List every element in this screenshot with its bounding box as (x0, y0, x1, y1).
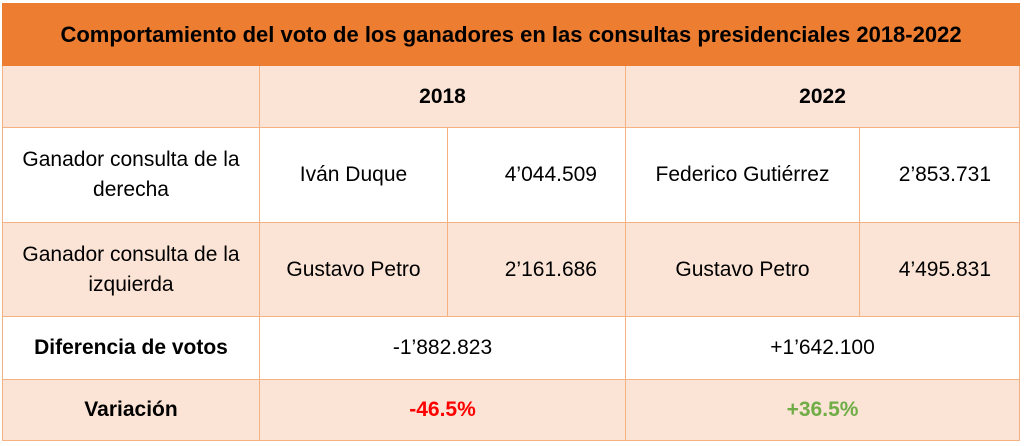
table-title: Comportamiento del voto de los ganadores… (1, 3, 1021, 66)
empty-header-cell (2, 65, 260, 128)
row-label: Diferencia de votos (2, 316, 260, 380)
vote-comparison-table: Comportamiento del voto de los ganadores… (1, 3, 1021, 441)
year-header-2022: 2022 (624, 65, 1021, 128)
vote-count: 2’853.731 (858, 127, 1021, 223)
vote-count: 2’161.686 (447, 222, 626, 317)
candidate-name: Federico Gutiérrez (625, 127, 860, 223)
difference-row: Diferencia de votos -1’882.823 +1’642.10… (2, 316, 1021, 380)
row-label: Ganador consulta de la izquierda (2, 222, 260, 317)
table-row: Ganador consulta de la izquierda Gustavo… (2, 222, 1021, 317)
candidate-name: Gustavo Petro (259, 222, 448, 317)
year-header-2018: 2018 (259, 65, 626, 128)
row-label: Variación (2, 379, 260, 441)
variation-row: Variación -46.5% +36.5% (2, 379, 1021, 441)
candidate-name: Gustavo Petro (625, 222, 860, 317)
difference-2018: -1’882.823 (259, 316, 626, 380)
variation-2022: +36.5% (624, 379, 1021, 441)
vote-count: 4’044.509 (447, 127, 626, 223)
vote-count: 4’495.831 (858, 222, 1021, 317)
variation-2018: -46.5% (259, 379, 626, 441)
table-row: Ganador consulta de la derecha Iván Duqu… (2, 127, 1021, 223)
difference-2022: +1’642.100 (624, 316, 1021, 380)
candidate-name: Iván Duque (259, 127, 448, 223)
row-label: Ganador consulta de la derecha (2, 127, 260, 223)
